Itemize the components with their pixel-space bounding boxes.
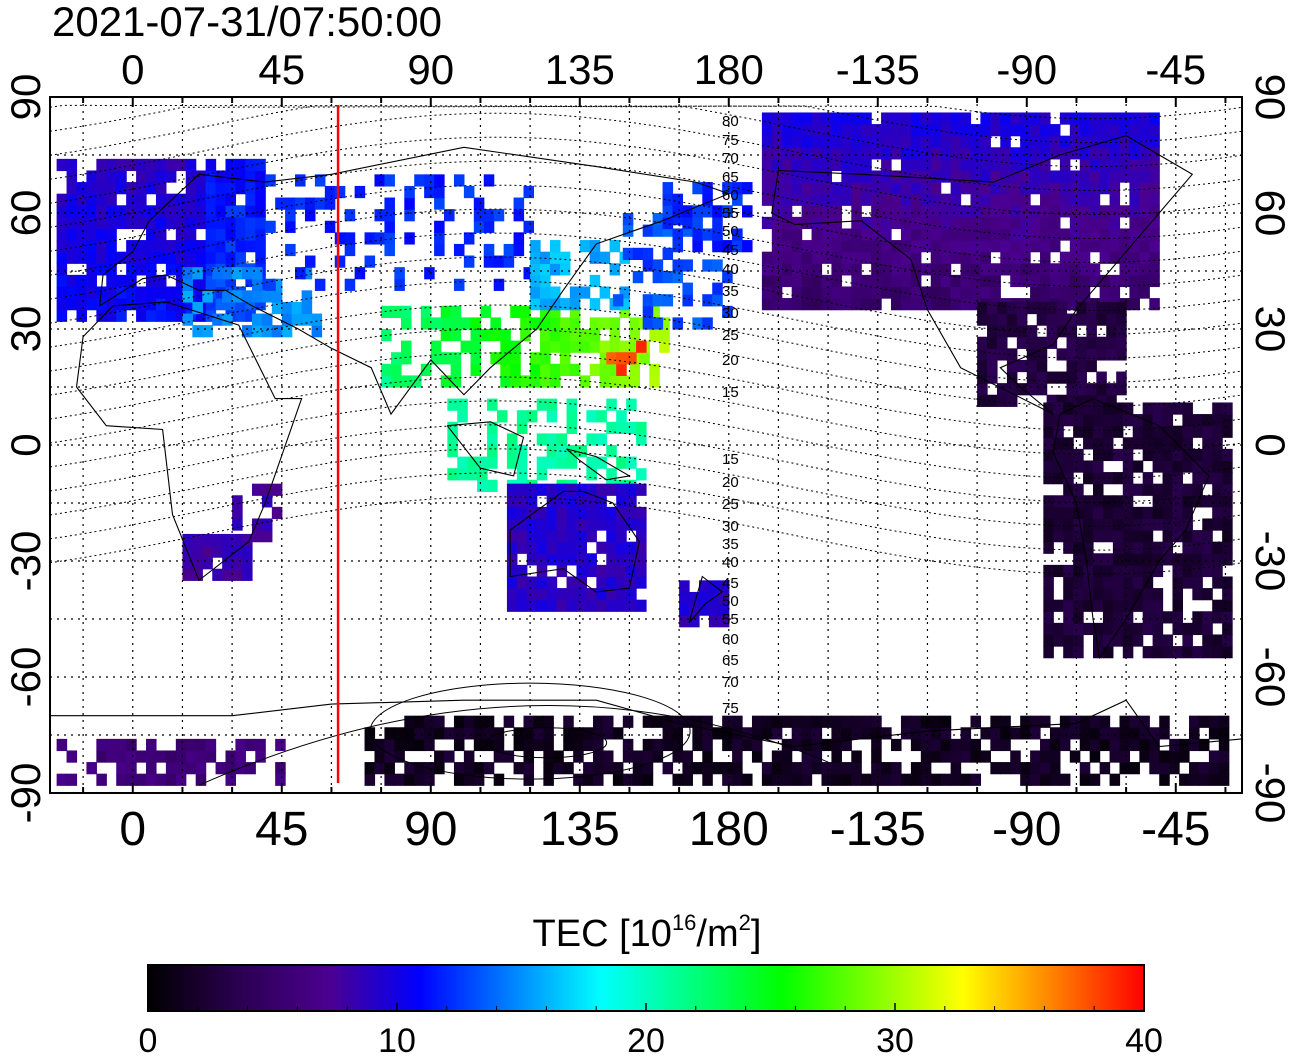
lat-tick-label: -90: [1247, 763, 1294, 824]
contour-label: 30: [722, 305, 739, 322]
tec-data-patches: [56, 112, 1233, 786]
lat-ticks-left: 90 60 30 0 -30 -60 -90: [2, 74, 49, 824]
lat-lon-grid: [50, 97, 1242, 793]
contour-label: 55: [722, 611, 739, 628]
colorbar-tick-label: 30: [876, 1022, 914, 1057]
lon-tick-label: 45: [258, 46, 305, 93]
contour-label: 45: [722, 575, 739, 592]
contour-label: 25: [722, 327, 739, 344]
lat-tick-label: -90: [2, 763, 49, 824]
lon-tick-label: 180: [694, 46, 764, 93]
colorbar-ticks: 0 10 20 30 40: [139, 1003, 1163, 1057]
lon-tick-label: -135: [836, 46, 920, 93]
lon-tick-label: 135: [540, 803, 620, 856]
lon-tick-label: 180: [689, 803, 769, 856]
lat-tick-label: 90: [1247, 74, 1294, 121]
contour-label: 30: [722, 518, 739, 535]
contour-labels: 8075706560555045403530252015152025303540…: [722, 113, 739, 717]
lon-tick-label: 90: [407, 46, 454, 93]
contour-label: 35: [722, 536, 739, 553]
lon-tick-label: 135: [545, 46, 615, 93]
colorbar-tick-label: 40: [1125, 1022, 1163, 1057]
frame-ticks: [82, 97, 1227, 793]
contour-label: 65: [722, 169, 739, 186]
lon-ticks-top: 0 45 90 135 180 -135 -90 -45: [121, 46, 1206, 93]
colorbar-tick-label: 20: [627, 1022, 665, 1057]
contour-label: 45: [722, 242, 739, 259]
lon-tick-label: -135: [830, 803, 926, 856]
lon-ticks-bottom: 0 45 90 135 180 -135 -90 -45: [119, 803, 1210, 856]
lat-tick-label: -60: [1247, 647, 1294, 708]
contour-label: 65: [722, 652, 739, 669]
lon-tick-label: -90: [996, 46, 1057, 93]
colorbar-tick-label: 0: [139, 1022, 158, 1057]
lon-tick-label: 0: [121, 46, 144, 93]
contour-label: 60: [722, 187, 739, 204]
colorbar: TEC [1016/m2] 0 10 20 30 40: [139, 910, 1163, 1057]
contour-label: 70: [722, 150, 739, 167]
contour-label: 20: [722, 474, 739, 491]
lon-tick-label: 90: [404, 803, 457, 856]
lat-tick-label: 0: [2, 433, 49, 456]
contour-label: 20: [722, 352, 739, 369]
colorbar-title: TEC [1016/m2]: [533, 910, 762, 955]
lat-tick-label: -30: [2, 531, 49, 592]
coastlines: [50, 135, 1242, 748]
tec-map: 8075706560555045403530252015152025303540…: [49, 96, 1243, 794]
contour-label: 50: [722, 593, 739, 610]
lon-tick-label: 45: [255, 803, 308, 856]
lat-ticks-right: 90 60 30 0 -30 -60 -90: [1247, 74, 1294, 824]
lat-tick-label: 30: [2, 306, 49, 353]
lat-tick-label: 60: [1247, 190, 1294, 237]
lon-tick-label: -90: [992, 803, 1061, 856]
contour-label: 25: [722, 496, 739, 513]
contour-label: 15: [722, 384, 739, 401]
lon-tick-label: 0: [119, 803, 146, 856]
lat-tick-label: 90: [2, 74, 49, 121]
lon-tick-label: -45: [1145, 46, 1206, 93]
lon-tick-label: -45: [1141, 803, 1210, 856]
contour-label: 40: [722, 554, 739, 571]
lat-tick-label: 0: [1247, 433, 1294, 456]
lat-tick-label: -30: [1247, 531, 1294, 592]
contour-label: 70: [722, 674, 739, 691]
contour-label: 15: [722, 451, 739, 468]
contour-label: 60: [722, 631, 739, 648]
lat-tick-label: -60: [2, 647, 49, 708]
colorbar-tick-label: 10: [378, 1022, 416, 1057]
contour-label: 75: [722, 700, 739, 717]
contour-label: 80: [722, 113, 739, 130]
lat-tick-label: 60: [2, 190, 49, 237]
lat-tick-label: 30: [1247, 306, 1294, 353]
contour-label: 40: [722, 261, 739, 278]
magnetic-latitude-contours: [50, 104, 1242, 786]
contour-label: 75: [722, 132, 739, 149]
timestamp: 2021-07-31/07:50:00: [52, 0, 442, 45]
contour-label: 35: [722, 283, 739, 300]
contour-label: 55: [722, 205, 739, 222]
contour-label: 50: [722, 223, 739, 240]
